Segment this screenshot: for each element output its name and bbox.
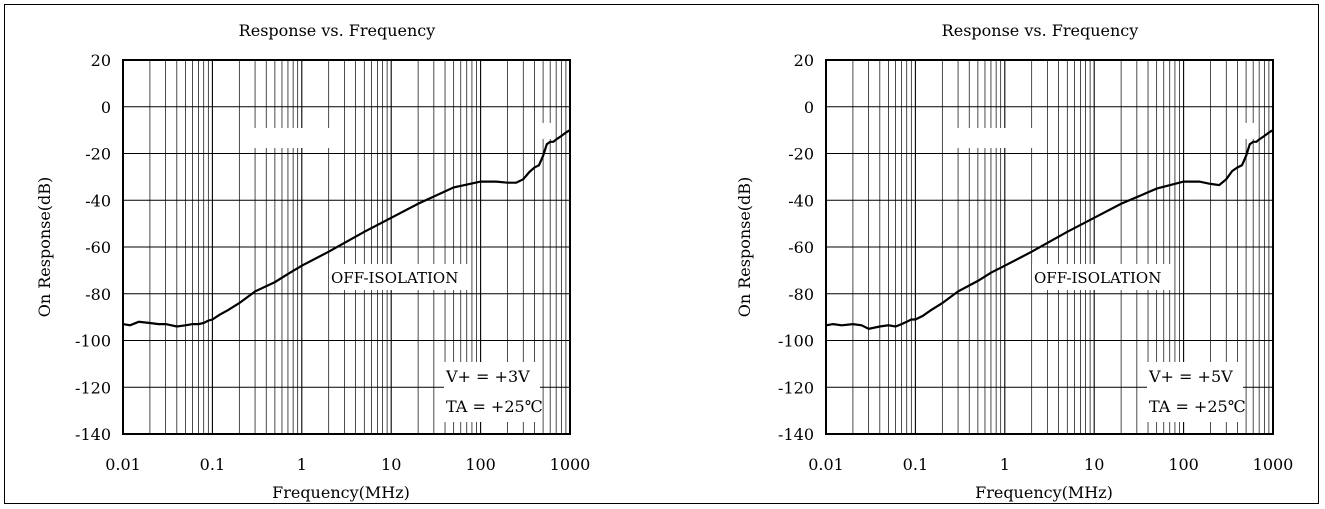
curve-label-bg: [1032, 264, 1174, 290]
condition-voltage: V+ = +5V: [1148, 367, 1233, 386]
condition-temperature: TA = +25℃: [446, 397, 543, 416]
y-tick-label: -60: [788, 238, 814, 257]
x-tick-label: 0.01: [105, 455, 141, 474]
condition-voltage: V+ = +3V: [445, 367, 530, 386]
x-tick-labels: 0.01 0.1 1 10 100 1000: [105, 455, 590, 474]
x-tick-label: 10: [381, 455, 401, 474]
chart-left: Response vs. Frequency 20 0 -20 -40 -60 -80 -1…: [35, 21, 590, 502]
y-tick-label: -20: [788, 145, 814, 164]
x-tick-label: 100: [1168, 455, 1199, 474]
x-tick-label: 10: [1084, 455, 1104, 474]
y-axis-label: On Response(dB): [735, 177, 754, 318]
y-tick-label: -140: [75, 425, 111, 444]
chart-title: Response vs. Frequency: [942, 21, 1139, 40]
chart-title: Response vs. Frequency: [239, 21, 436, 40]
y-tick-label: 20: [91, 51, 111, 70]
y-tick-label: -100: [778, 332, 814, 351]
y-tick-labels: 20 0 -20 -40 -60 -80 -100 -120 -140: [778, 51, 814, 444]
x-tick-label: 1: [297, 455, 307, 474]
x-tick-label: 0.01: [808, 455, 844, 474]
x-axis-label: Frequency(MHz): [975, 483, 1113, 502]
x-tick-label: 0.1: [903, 455, 928, 474]
curve-label: OFF-ISOLATION: [1034, 269, 1161, 287]
y-tick-label: -60: [85, 238, 111, 257]
y-tick-label: -40: [788, 191, 814, 210]
y-tick-label: 0: [804, 98, 814, 117]
series-line-off-isolation: [122, 129, 571, 328]
chart-right: Response vs. Frequency 20 0 -20 -40 -60 -80 -1…: [735, 21, 1293, 502]
legend-mask: [253, 128, 333, 148]
series-line-off-isolation: [825, 129, 1274, 330]
x-tick-label: 1000: [550, 455, 591, 474]
conditions-box: [444, 362, 540, 422]
conditions-box: [1147, 362, 1243, 422]
y-tick-label: 0: [101, 98, 111, 117]
y-tick-label: 20: [794, 51, 814, 70]
x-axis-label: Frequency(MHz): [272, 483, 410, 502]
curve-label-bg: [329, 264, 471, 290]
figure-frame: [4, 4, 1319, 504]
curve-label: OFF-ISOLATION: [331, 269, 458, 287]
legend-mask: [956, 128, 1036, 148]
y-tick-labels: 20 0 -20 -40 -60 -80 -100 -120 -140: [75, 51, 111, 444]
x-tick-label: 1000: [1253, 455, 1294, 474]
legend-mask-right: [1241, 123, 1255, 139]
legend-mask-right: [538, 123, 552, 139]
x-tick-label: 0.1: [200, 455, 225, 474]
y-tick-label: -140: [778, 425, 814, 444]
x-tick-label: 1: [1000, 455, 1010, 474]
x-tick-labels: 0.01 0.1 1 10 100 1000: [808, 455, 1293, 474]
plot-area: [122, 59, 571, 435]
y-tick-label: -40: [85, 191, 111, 210]
y-tick-label: -80: [85, 285, 111, 304]
y-axis-label: On Response(dB): [35, 177, 54, 318]
plot-area: [825, 59, 1274, 435]
y-tick-label: -120: [778, 378, 814, 397]
y-tick-label: -80: [788, 285, 814, 304]
condition-temperature: TA = +25℃: [1149, 397, 1246, 416]
y-tick-label: -20: [85, 145, 111, 164]
x-tick-label: 100: [465, 455, 496, 474]
y-tick-label: -100: [75, 332, 111, 351]
y-tick-label: -120: [75, 378, 111, 397]
